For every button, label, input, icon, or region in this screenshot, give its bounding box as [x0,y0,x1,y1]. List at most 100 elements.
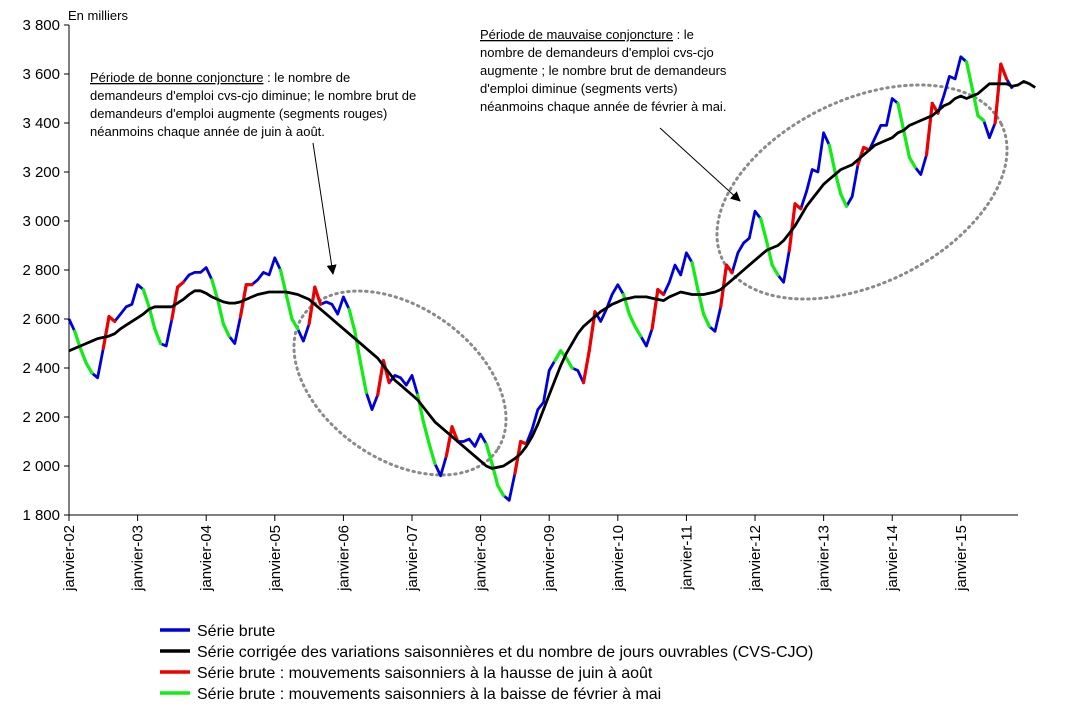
series-raw-rise-segment [519,439,528,446]
series-raw-fall-segment [290,317,300,331]
series-raw-fall-segment [633,324,643,338]
bad-period-ellipse [715,83,1009,301]
series-raw-fall-segment [701,312,711,328]
series-raw-fall-segment [421,420,431,446]
series-raw-fall-segment [839,192,849,208]
good-period-title: Période de bonne conjoncture [90,70,263,85]
x-tick-label: janvier-14 [884,525,901,592]
bad-period-arrow [659,127,741,202]
bad-period-annotation: Période de mauvaise conjoncture : le nom… [480,27,727,114]
good-period-arrow [312,142,337,275]
good-period-ellipse [292,289,508,477]
series-raw-rise-segment [787,202,797,252]
x-tick-label: janvier-08 [473,525,490,592]
series-raw-fall-segment [84,361,94,375]
series-raw-fall-segment [770,263,780,277]
legend: Série brute Série corrigée des variations… [160,623,813,703]
series-raw-rise-segment [724,263,734,275]
series-raw-rise-segment [999,62,1009,81]
series-raw-rise-segment [170,285,180,321]
bad-period-line1: : le [673,27,694,42]
series-raw-fall-segment [902,128,911,159]
series-raw-fall-segment [827,143,837,174]
series-raw-fall-segment [284,292,294,321]
y-tick-label: 3 400 [22,115,60,132]
x-tick-label: janvier-09 [541,525,558,592]
series-raw-fall-segment [358,361,368,395]
series-raw-fall-segment [970,87,980,118]
series-raw-rise-segment [101,314,111,350]
series-raw-fall-segment [153,327,163,346]
y-tick-label: 2 600 [22,311,60,328]
unit-label: En milliers [68,8,128,23]
x-tick-label: janvier-10 [610,525,627,592]
x-tick-label: janvier-12 [747,525,764,592]
y-tick-label: 2 800 [22,262,60,279]
svg-text:Période de mauvaise conjonctur: Période de mauvaise conjoncture : le [480,27,694,42]
bad-period-title: Période de mauvaise conjoncture [480,27,673,42]
good-period-line3: demandeurs d'emploi augmente (segments r… [90,106,387,121]
series-raw-fall-segment [564,356,574,370]
series-raw-fall-segment [484,442,494,466]
legend-label: Série brute : mouvements saisonniers à l… [197,686,661,703]
y-tick-label: 3 600 [22,66,60,83]
series-raw-fall-segment [907,155,917,169]
series-raw-rise-segment [381,359,391,385]
svg-text:Période de bonne conjoncture :: Période de bonne conjoncture : le nombre… [90,70,350,85]
legend-label: Série corrigée des variations saisonnièr… [197,644,813,661]
series-cvs-line [68,80,1036,470]
x-tick-label: janvier-02 [61,525,78,592]
series-raw-fall-segment [147,305,157,331]
series-raw-fall-segment [78,346,88,365]
x-tick-label: janvier-06 [335,525,352,592]
x-axis: janvier-02 janvier-03 janvier-04 janvier-05… [61,514,1018,592]
series-raw-fall-segment [553,349,563,363]
plot-area [67,55,1036,502]
series-raw-fall-segment [690,261,700,292]
x-tick-label: janvier-03 [130,525,147,592]
series-raw-rise-segment [176,280,185,289]
series-raw-rise-segment [656,288,666,297]
good-period-annotation: Période de bonne conjoncture : le nombre… [90,70,416,139]
good-period-line1: : le nombre de [263,70,350,85]
y-tick-label: 2 200 [22,409,60,426]
series-raw-rise-segment [650,288,660,331]
series-raw-rise-segment [924,101,934,157]
good-period-line2: demandeurs d'emploi cvs-cjo diminue; le … [90,88,416,103]
good-period-line4: néanmoins chaque année de juin à août. [90,124,325,139]
series-raw-rise-segment [581,349,591,385]
y-tick-label: 3 200 [22,164,60,181]
series-raw-fall-segment [896,101,906,132]
bad-period-line4: d'emploi diminue (segments verts) [480,81,678,96]
series-raw-fall-segment [221,322,231,338]
legend-label: Série brute [197,623,275,640]
y-axis: 1 800 2 000 2 200 2 400 2 600 2 800 3 000 3 200… [22,17,70,524]
series-raw-rise-segment [793,202,803,211]
x-tick-label: janvier-15 [953,525,970,592]
bad-period-line2: nombre de demandeurs d'emploi cvs-cjo [480,45,714,60]
x-tick-label: janvier-05 [267,525,284,592]
series-raw-rise-segment [107,314,117,324]
series-raw-rise-segment [307,285,317,326]
y-tick-label: 2 000 [22,458,60,475]
x-tick-label: janvier-04 [198,525,215,592]
series-raw-fall-segment [427,442,437,466]
y-tick-label: 2 400 [22,360,60,377]
series-raw-fall-segment [141,288,151,309]
series-raw-fall-segment [278,268,288,297]
series-raw-fall-segment [216,297,225,326]
series-raw-fall-segment [976,114,986,123]
series-raw-fall-segment [353,329,363,365]
x-tick-label: janvier-07 [404,525,421,592]
series-raw-fall-segment [964,60,974,91]
series-raw-fall-segment [764,239,774,267]
bad-period-line5: néanmoins chaque année de février à mai. [480,99,726,114]
legend-label: Série brute : mouvements saisonniers à l… [197,665,653,682]
x-tick-label: janvier-13 [816,525,833,592]
series-raw-fall-segment [833,170,843,196]
y-tick-label: 3 000 [22,213,60,230]
series-raw-fall-segment [210,278,220,301]
series-raw-fall-segment [347,307,357,333]
series-raw-fall-segment [759,216,769,243]
